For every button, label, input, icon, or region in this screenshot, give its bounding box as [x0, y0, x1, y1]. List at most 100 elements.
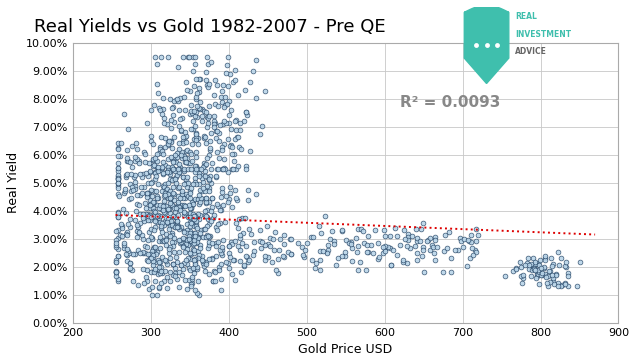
Point [179, 239, 189, 245]
Point [399, 227, 409, 233]
Point [127, 143, 137, 149]
Point [142, 191, 152, 197]
Point [113, 213, 123, 219]
Point [136, 184, 146, 190]
Point [228, 79, 238, 85]
Point [144, 255, 155, 261]
Point [219, 118, 229, 123]
Point [139, 218, 149, 224]
Point [548, 278, 558, 284]
Text: Real Yields vs Gold 1982-2007 - Pre QE: Real Yields vs Gold 1982-2007 - Pre QE [34, 18, 386, 36]
Point [179, 229, 189, 235]
Point [283, 249, 293, 255]
Point [162, 169, 172, 175]
Point [230, 68, 240, 73]
Point [116, 233, 127, 239]
Point [191, 109, 201, 115]
Point [191, 166, 202, 171]
Point [194, 182, 204, 187]
Point [220, 94, 230, 99]
Point [227, 241, 237, 246]
Point [152, 219, 162, 225]
Point [198, 234, 209, 240]
Point [148, 142, 158, 147]
Point [164, 169, 174, 175]
Point [214, 264, 224, 270]
Point [134, 230, 144, 236]
Point [145, 201, 155, 207]
Point [113, 175, 123, 181]
Point [146, 138, 156, 144]
Point [209, 124, 219, 130]
Point [202, 223, 212, 229]
Point [214, 138, 224, 144]
Point [195, 242, 205, 248]
Point [160, 268, 170, 274]
Point [198, 179, 208, 184]
Point [329, 241, 339, 247]
Point [318, 248, 328, 253]
Point [175, 117, 185, 122]
Point [187, 274, 197, 280]
Point [143, 180, 153, 185]
Point [161, 203, 171, 209]
Point [230, 77, 240, 83]
Point [172, 154, 183, 160]
Point [113, 253, 123, 259]
Point [156, 224, 166, 230]
Point [142, 121, 152, 126]
Point [159, 209, 169, 215]
Point [207, 278, 218, 284]
Point [113, 176, 123, 182]
Point [402, 260, 412, 266]
Point [186, 185, 197, 191]
Point [147, 236, 157, 242]
Point [207, 160, 217, 166]
Point [176, 239, 186, 245]
Point [175, 241, 185, 246]
Point [156, 223, 166, 229]
Point [176, 272, 186, 277]
Point [200, 208, 210, 214]
Point [235, 232, 245, 238]
Point [534, 262, 544, 268]
Point [113, 153, 123, 159]
Point [347, 245, 357, 251]
Point [135, 171, 145, 176]
Point [190, 169, 200, 175]
X-axis label: Gold Price USD: Gold Price USD [298, 343, 392, 356]
Point [202, 183, 212, 189]
Point [170, 152, 181, 158]
Point [204, 81, 214, 87]
Point [265, 235, 275, 241]
Point [127, 195, 137, 201]
Point [183, 242, 193, 248]
Point [412, 257, 422, 263]
Point [164, 250, 174, 256]
Point [467, 245, 478, 251]
Point [179, 182, 189, 187]
Point [325, 236, 335, 241]
Point [119, 111, 129, 117]
Point [174, 169, 184, 175]
Point [172, 204, 183, 210]
Point [401, 244, 411, 249]
Point [176, 224, 186, 230]
Point [185, 212, 195, 217]
Point [201, 261, 211, 266]
Point [354, 267, 364, 273]
Point [439, 232, 450, 238]
Point [310, 265, 320, 270]
Point [213, 166, 223, 172]
Point [145, 217, 155, 223]
Point [160, 182, 170, 187]
Point [562, 273, 572, 279]
Point [141, 205, 151, 211]
Point [149, 170, 160, 176]
Point [158, 151, 168, 157]
Point [179, 228, 189, 234]
Point [536, 265, 546, 271]
Point [181, 237, 191, 242]
Point [176, 127, 186, 133]
Point [177, 234, 188, 240]
